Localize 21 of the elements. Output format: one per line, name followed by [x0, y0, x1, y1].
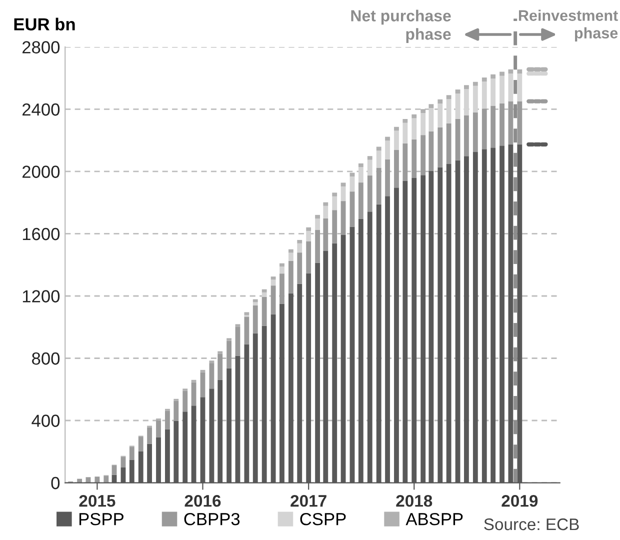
y-axis-title: EUR bn: [14, 18, 75, 30]
text: Net purchase phase: [351, 10, 451, 43]
legend-label: CSPP: [300, 512, 346, 526]
source-note: Source: ECB: [484, 518, 579, 530]
y-tick-label: 400: [32, 414, 60, 427]
x-tick-label: 2016: [184, 495, 221, 507]
x-tick-label: 2017: [290, 495, 326, 507]
y-tick-label: 800: [32, 352, 60, 365]
y-tick-label: 1200: [22, 290, 60, 302]
y-tick-label: 2000: [22, 166, 60, 178]
x-tick-label: 2018: [396, 495, 432, 507]
text: Reinvestment phase: [518, 10, 618, 42]
x-tick-label: 2015: [79, 495, 116, 507]
y-tick-label: 0: [51, 476, 60, 490]
legend-label: CBPP3: [184, 512, 240, 526]
x-tick-label: 2019: [502, 495, 538, 507]
y-tick-label: 2400: [22, 103, 60, 116]
legend-label: ABSPP: [406, 512, 463, 526]
legend-label: PSPP: [79, 512, 124, 526]
y-tick-label: 2800: [22, 41, 60, 54]
y-tick-label: 1600: [22, 228, 60, 240]
